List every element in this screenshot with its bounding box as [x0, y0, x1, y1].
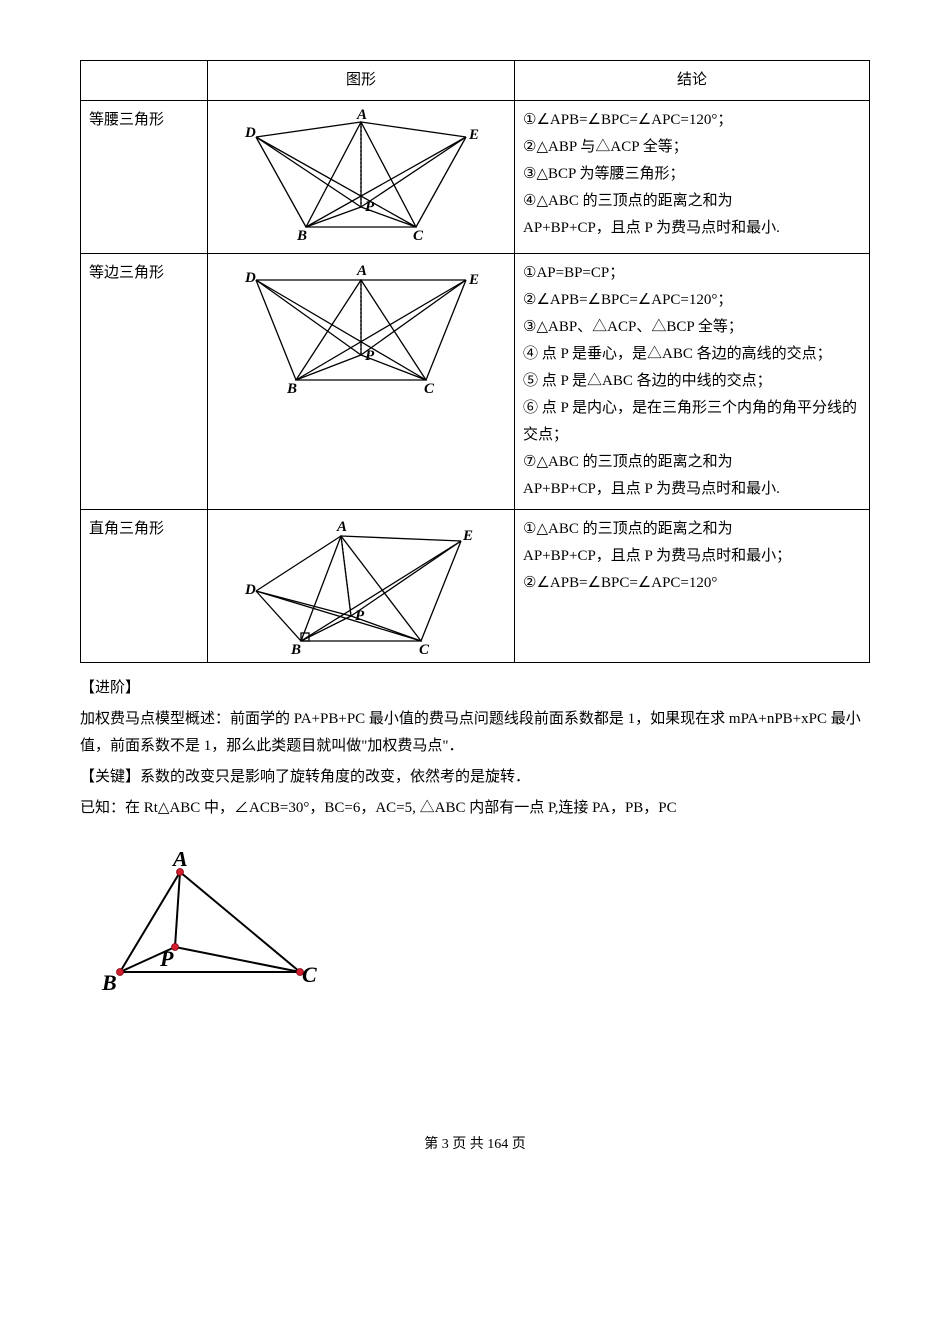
conclusion-item: ⑦△ABC 的三顶点的距离之和为 — [523, 449, 861, 476]
label-B: B — [290, 642, 301, 656]
label-C: C — [419, 642, 430, 656]
bottom-figure: A B C P — [100, 852, 870, 1012]
row-label: 直角三角形 — [81, 510, 208, 663]
label-B: B — [296, 228, 307, 244]
label-D: D — [244, 270, 256, 286]
header-col1 — [81, 61, 208, 101]
bf-label-A: A — [171, 852, 188, 871]
conclusion-item: ①AP=BP=CP； — [523, 260, 861, 287]
header-col2: 图形 — [208, 61, 515, 101]
conclusion-item: AP+BP+CP，且点 P 为费马点时和最小； — [523, 543, 861, 570]
page-container: 图形 结论 等腰三角形 — [80, 60, 870, 1157]
advanced-p3: 已知：在 Rt△ABC 中，∠ACB=30°，BC=6，AC=5, △ABC 内… — [80, 795, 870, 822]
header-col3: 结论 — [515, 61, 870, 101]
advanced-p2: 【关键】系数的改变只是影响了旋转角度的改变，依然考的是旋转． — [80, 764, 870, 791]
label-C: C — [413, 228, 424, 244]
label-D: D — [244, 125, 256, 141]
conclusion-item: ②∠APB=∠BPC=∠APC=120° — [523, 570, 861, 597]
advanced-heading: 【进阶】 — [80, 675, 870, 702]
label-P: P — [365, 199, 375, 215]
row1-conclusions: ①∠APB=∠BPC=∠APC=120°； ②△ABP 与△ACP 全等； ③△… — [515, 101, 870, 254]
label-B: B — [286, 381, 297, 397]
label-E: E — [462, 528, 473, 544]
conclusion-item: ③△BCP 为等腰三角形； — [523, 161, 861, 188]
conclusion-item: ③△ABP、△ACP、△BCP 全等； — [523, 314, 861, 341]
diagram-equilateral: A B C D E P — [208, 254, 515, 510]
conclusion-item: ①△ABC 的三顶点的距离之和为 — [523, 516, 861, 543]
table-row: 等边三角形 A — [81, 254, 870, 510]
page-footer: 第 3 页 共 164 页 — [80, 1132, 870, 1157]
bf-label-P: P — [159, 946, 174, 971]
label-A: A — [356, 107, 367, 123]
bf-label-C: C — [302, 962, 317, 987]
conclusion-item: ⑤ 点 P 是△ABC 各边的中线的交点； — [523, 368, 861, 395]
label-A: A — [356, 263, 367, 279]
conclusion-item: ①∠APB=∠BPC=∠APC=120°； — [523, 107, 861, 134]
table-row: 直角三角形 — [81, 510, 870, 663]
row-label: 等腰三角形 — [81, 101, 208, 254]
conclusion-item: ④ 点 P 是垂心，是△ABC 各边的高线的交点； — [523, 341, 861, 368]
label-E: E — [468, 272, 479, 288]
table-row: 等腰三角形 A — [81, 101, 870, 254]
table-header-row: 图形 结论 — [81, 61, 870, 101]
bf-label-B: B — [101, 970, 117, 995]
fermat-table: 图形 结论 等腰三角形 — [80, 60, 870, 663]
diagram-iso: A B C D E P — [208, 101, 515, 254]
diagram-right: A B C D E P — [208, 510, 515, 663]
conclusion-item: ⑥ 点 P 是内心，是在三角形三个内角的角平分线的交点； — [523, 395, 861, 449]
label-P: P — [355, 608, 365, 624]
row3-conclusions: ①△ABC 的三顶点的距离之和为 AP+BP+CP，且点 P 为费马点时和最小；… — [515, 510, 870, 663]
label-C: C — [424, 381, 435, 397]
label-E: E — [468, 127, 479, 143]
row-label: 等边三角形 — [81, 254, 208, 510]
conclusion-item: ④△ABC 的三顶点的距离之和为 — [523, 188, 861, 215]
conclusion-item: ②△ABP 与△ACP 全等； — [523, 134, 861, 161]
conclusion-item: AP+BP+CP，且点 P 为费马点时和最小. — [523, 476, 861, 503]
advanced-p1: 加权费马点模型概述：前面学的 PA+PB+PC 最小值的费马点问题线段前面系数都… — [80, 706, 870, 760]
conclusion-item: AP+BP+CP，且点 P 为费马点时和最小. — [523, 215, 861, 242]
label-A: A — [336, 519, 347, 535]
conclusion-item: ②∠APB=∠BPC=∠APC=120°； — [523, 287, 861, 314]
label-D: D — [244, 582, 256, 598]
label-P: P — [365, 348, 375, 364]
row2-conclusions: ①AP=BP=CP； ②∠APB=∠BPC=∠APC=120°； ③△ABP、△… — [515, 254, 870, 510]
